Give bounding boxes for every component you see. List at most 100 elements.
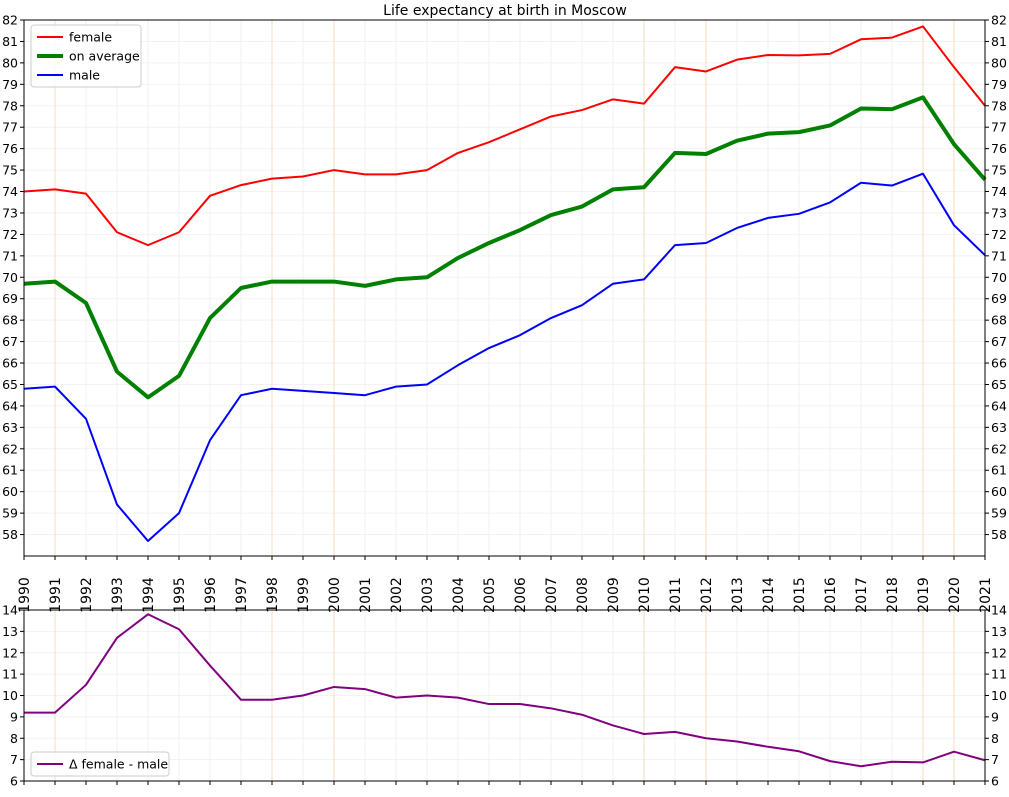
y-tick-label-left: 82 [2,13,18,28]
y-tick-label-left: 11 [2,667,18,682]
x-tick-label: 1998 [265,577,281,613]
x-tick-label: 2011 [668,577,684,613]
y-tick-label-left: 79 [2,77,18,92]
y-tick-label-left: 10 [2,688,18,703]
y-tick-label-left: 74 [2,184,18,199]
y-tick-label-right: 75 [991,163,1007,178]
y-tick-label-left: 68 [2,313,18,328]
y-tick-label-left: 65 [2,377,18,392]
y-tick-label-right: 8 [991,731,999,746]
x-tick-label: 2014 [761,577,777,613]
x-tick-label: 1994 [141,577,157,613]
y-tick-label-right: 6 [991,774,999,789]
y-tick-label-left: 8 [10,731,18,746]
top-panel: 58 58 59 59 60 60 61 61 62 62 63 63 64 64 65 65 66 66 67 67… [2,13,1007,557]
x-tick-label: 2012 [699,577,715,613]
x-tick-label: 2019 [916,577,932,613]
y-tick-label-right: 59 [991,506,1007,521]
bottom-panel: 6 6 7 7 8 8 9 9 10 10 11 11 12 12 13 13 14 14 Δ female - m… [2,603,1007,789]
series-line-male [23,172,986,542]
y-tick-label-left: 60 [2,484,18,499]
x-tick-label: 2000 [327,577,343,613]
x-tick-label: 2005 [482,577,498,613]
y-tick-label-left: 58 [2,527,18,542]
y-tick-label-left: 81 [2,34,18,49]
y-tick-label-right: 64 [991,398,1007,413]
x-tick-label: 2010 [637,577,653,613]
y-tick-label-left: 62 [2,441,18,456]
y-tick-label-right: 77 [991,120,1007,135]
y-tick-label-right: 65 [991,377,1007,392]
series-line-on-average [23,95,987,400]
y-tick-label-right: 14 [991,603,1007,618]
x-tick-label: 2017 [854,577,870,613]
x-tick-label: 2016 [823,577,839,613]
y-tick-label-right: 68 [991,313,1007,328]
x-tick-label: 2002 [389,577,405,613]
x-tick-label: 2009 [606,577,622,613]
y-tick-label-right: 12 [991,645,1007,660]
y-tick-label-right: 79 [991,77,1007,92]
y-tick-label-left: 80 [2,55,18,70]
y-tick-label-right: 76 [991,141,1007,156]
y-tick-label-right: 73 [991,205,1007,220]
y-tick-label-right: 11 [991,667,1007,682]
y-tick-label-right: 63 [991,420,1007,435]
y-tick-label-left: 61 [2,463,18,478]
x-tick-label: 2020 [947,577,963,613]
top-legend: female on average male [30,24,142,88]
y-tick-label-left: 78 [2,98,18,113]
x-tick-label: 2001 [358,577,374,613]
y-tick-label-right: 69 [991,291,1007,306]
x-tick-label: 1995 [172,577,188,613]
y-tick-label-right: 60 [991,484,1007,499]
legend-box [30,24,142,88]
legend-box [30,751,170,777]
y-tick-label-left: 66 [2,356,18,371]
y-tick-label-right: 82 [991,13,1007,28]
legend-label: on average [69,49,140,64]
y-tick-label-right: 62 [991,441,1007,456]
x-tick-label: 2018 [885,577,901,613]
y-tick-label-left: 63 [2,420,18,435]
y-tick-label-right: 80 [991,55,1007,70]
y-tick-label-right: 74 [991,184,1007,199]
x-tick-label: 1997 [234,577,250,613]
y-tick-label-right: 72 [991,227,1007,242]
x-tick-label: 2013 [730,577,746,613]
series-line-female [23,25,986,247]
x-tick-label: 1993 [110,577,126,613]
y-tick-label-left: 76 [2,141,18,156]
x-tick-label: 2007 [544,577,560,613]
y-tick-label-right: 58 [991,527,1007,542]
top-grid [23,19,986,556]
y-tick-label-left: 73 [2,205,18,220]
y-tick-label-left: 69 [2,291,18,306]
y-tick-label-left: 13 [2,624,18,639]
x-tick-label: 2008 [575,577,591,613]
y-tick-label-left: 64 [2,398,18,413]
y-tick-label-right: 13 [991,624,1007,639]
top-axes-frame [23,19,986,557]
x-tick-label: 1990 [17,577,33,613]
x-tick-label: 1996 [203,577,219,613]
series-line-female-male [24,613,986,768]
y-tick-label-left: 7 [10,752,18,767]
y-tick-label-right: 67 [991,334,1007,349]
y-tick-label-left: 72 [2,227,18,242]
y-tick-label-left: 12 [2,645,18,660]
y-tick-label-right: 70 [991,270,1007,285]
y-tick-label-right: 61 [991,463,1007,478]
y-tick-label-left: 70 [2,270,18,285]
x-tick-label: 1992 [79,577,95,613]
y-tick-label-left: 71 [2,248,18,263]
y-tick-label-left: 59 [2,506,18,521]
legend-label: Δ female - male [69,757,168,772]
x-tick-label: 2003 [420,577,436,613]
y-tick-label-right: 81 [991,34,1007,49]
y-tick-label-right: 78 [991,98,1007,113]
x-tick-label: 2015 [792,577,808,613]
y-tick-label-right: 71 [991,248,1007,263]
